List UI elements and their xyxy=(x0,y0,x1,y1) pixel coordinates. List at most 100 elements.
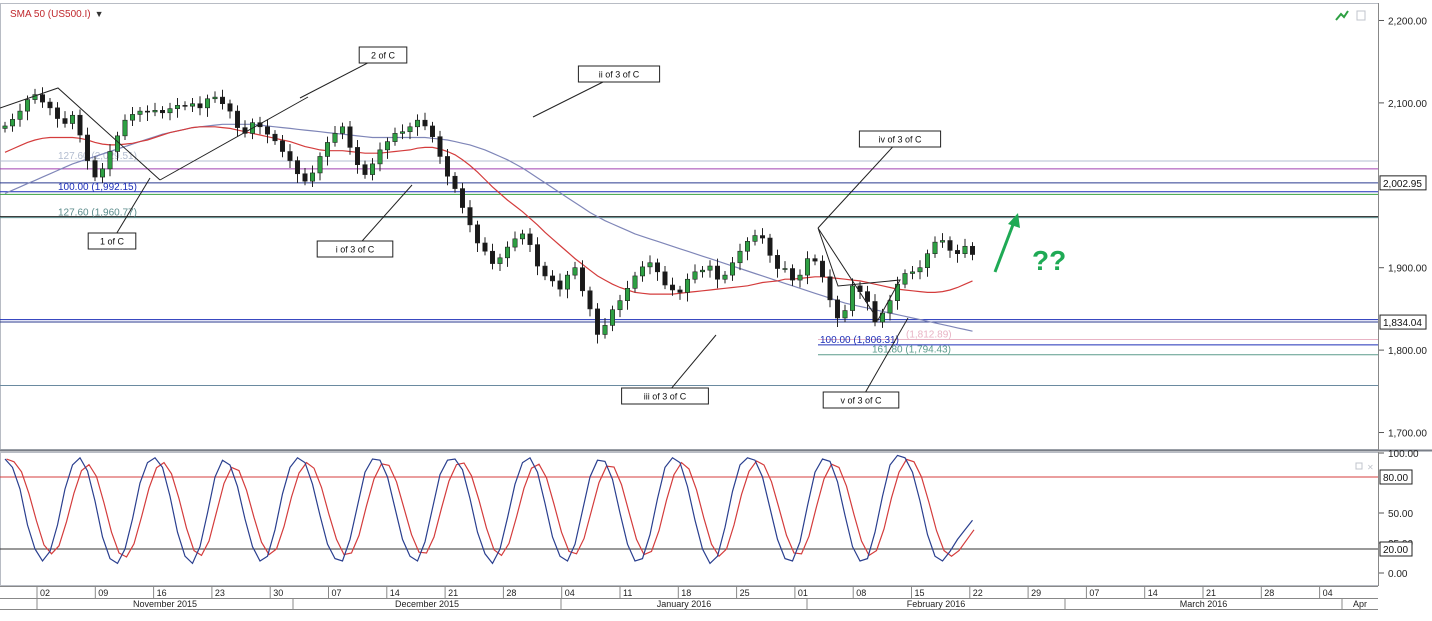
candle-body xyxy=(220,96,226,105)
candle-body xyxy=(609,309,615,326)
candle-body xyxy=(737,250,743,264)
candle-body xyxy=(804,258,810,276)
annotation-leader xyxy=(664,334,717,397)
candle-body xyxy=(909,271,915,274)
candle-body xyxy=(205,98,211,109)
candle-body xyxy=(624,288,630,301)
candle-body xyxy=(707,265,713,271)
annotation-box xyxy=(621,387,709,405)
candle-body xyxy=(924,253,930,269)
date-tick-label: 22 xyxy=(973,588,983,598)
candle-body xyxy=(407,126,413,133)
candle-body xyxy=(145,110,151,113)
candle-body xyxy=(100,168,106,178)
candle-body xyxy=(902,273,908,285)
date-tick-label: 30 xyxy=(273,588,283,598)
candle-body xyxy=(497,257,503,264)
candle-body xyxy=(77,114,83,136)
annotation-box xyxy=(87,232,137,250)
date-tick-label: 21 xyxy=(1206,588,1216,598)
price-marker-label: 2,002.95 xyxy=(1383,179,1422,190)
candle-body xyxy=(842,310,848,319)
candle-body xyxy=(542,265,548,277)
candle-body xyxy=(819,260,825,278)
candle-body xyxy=(287,151,293,161)
candle-body xyxy=(279,140,285,152)
candle-body xyxy=(47,101,53,109)
candle-body xyxy=(444,156,450,177)
candle-body xyxy=(362,164,368,175)
price-marker-box xyxy=(1379,314,1427,330)
candle-body xyxy=(812,258,818,262)
candle-body xyxy=(175,105,181,109)
annotation-label: iv of 3 of C xyxy=(878,135,922,145)
candle-body xyxy=(392,133,398,142)
date-tick-label: 14 xyxy=(390,588,400,598)
level-label: 100.00 (1,806.31) xyxy=(820,335,899,346)
date-tick-label: 01 xyxy=(798,588,808,598)
annotation-box xyxy=(358,46,408,64)
indicator-label[interactable]: SMA 50 (US500.I) ▼ xyxy=(10,9,104,20)
candle-body xyxy=(939,240,945,243)
candle-body xyxy=(789,268,795,281)
month-label: Apr xyxy=(1353,599,1367,609)
triangle-pattern xyxy=(817,227,901,321)
candle-body xyxy=(324,142,330,157)
candle-body xyxy=(414,119,420,128)
candle-body xyxy=(587,290,593,310)
trend-icon xyxy=(1335,10,1349,21)
candle-body xyxy=(384,141,390,151)
candle-body xyxy=(774,255,780,269)
date-tick-label: 08 xyxy=(856,588,866,598)
candle-body xyxy=(782,268,788,270)
date-axis-bg xyxy=(0,586,1378,616)
sma50-line xyxy=(4,126,973,295)
question-marks: ?? xyxy=(1032,245,1066,276)
date-tick-label: 04 xyxy=(1323,588,1333,598)
price-axis: 2,200.00 2,100.00 1,900.00 1,800.00 1,700.00 xyxy=(1378,3,1427,450)
candle-body xyxy=(482,242,488,252)
candle-body xyxy=(827,276,833,301)
date-tick-label: 18 xyxy=(681,588,691,598)
chevron-down-icon[interactable]: ▼ xyxy=(94,9,104,19)
panel-close-icon: ✕ xyxy=(1367,463,1374,472)
candle-body xyxy=(272,133,278,142)
price-tick-label: 2,100.00 xyxy=(1388,99,1427,110)
candle-body xyxy=(917,267,923,273)
candle-body xyxy=(519,233,525,240)
candle-body xyxy=(744,241,750,252)
candle-body xyxy=(669,284,675,291)
candle-body xyxy=(369,163,375,175)
candle-body xyxy=(864,291,870,302)
month-label: February 2016 xyxy=(907,599,966,609)
candle-body xyxy=(572,267,578,276)
candle-body xyxy=(137,110,143,115)
candle-body xyxy=(92,160,98,178)
candle-body xyxy=(39,94,45,103)
panel-restore-icon xyxy=(1355,462,1363,470)
candle-body xyxy=(422,119,428,127)
candle-body xyxy=(264,126,270,135)
candle-body xyxy=(332,133,338,143)
candle-body xyxy=(969,245,975,255)
candle-body xyxy=(504,246,510,259)
stoch-marker-box xyxy=(1379,469,1413,485)
month-label: March 2016 xyxy=(1180,599,1228,609)
stochastic-k-line xyxy=(4,454,973,565)
candle-body xyxy=(339,126,345,134)
indicator-name: SMA 50 (US500.I) xyxy=(10,9,91,20)
date-tick-label: 28 xyxy=(1264,588,1274,598)
candle-body xyxy=(54,107,60,119)
stochastic-d-line xyxy=(6,458,975,558)
candle-body xyxy=(459,188,465,208)
trendline-left xyxy=(0,87,161,181)
candle-body xyxy=(767,237,773,256)
candle-body xyxy=(677,289,683,293)
annotation-label: iii of 3 of C xyxy=(644,392,687,402)
level-overlap-label: (1,812.89) xyxy=(906,329,952,340)
candle-body xyxy=(227,103,233,112)
candle-body xyxy=(85,134,91,161)
candle-body xyxy=(294,160,300,175)
date-tick-label: 21 xyxy=(448,588,458,598)
